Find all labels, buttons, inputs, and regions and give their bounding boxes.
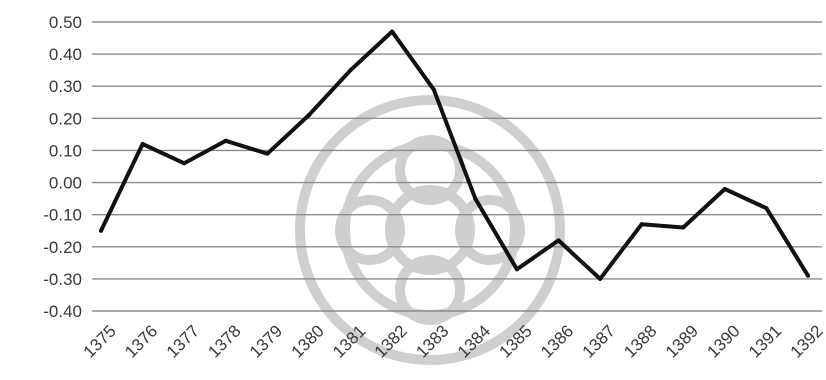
- data-point: [806, 273, 810, 278]
- x-tick-label: 1380: [288, 321, 328, 361]
- x-tick-label: 1387: [579, 321, 619, 361]
- y-tick-label: -0.40: [43, 302, 82, 321]
- series-line: [99, 29, 810, 281]
- x-tick-label: 1377: [163, 321, 203, 361]
- data-point: [431, 87, 436, 92]
- data-point: [140, 142, 145, 147]
- x-tick-label: 1375: [80, 321, 120, 361]
- x-tick-label: 1385: [496, 321, 536, 361]
- data-point: [265, 151, 270, 156]
- y-axis-tick-labels: 0.50 0.40 0.30 0.20 0.10 0.00 -0.10 -0.20 -0.30 -…: [43, 13, 82, 321]
- data-point: [639, 222, 644, 227]
- background-watermark-emblem: [295, 95, 565, 365]
- data-point: [556, 238, 561, 243]
- data-point: [306, 113, 311, 118]
- data-point: [681, 225, 686, 230]
- data-point: [390, 29, 395, 34]
- x-tick-label: 1390: [703, 321, 743, 361]
- y-tick-label: 0.50: [49, 13, 82, 32]
- data-point: [514, 267, 519, 272]
- x-tick-label: 1379: [246, 321, 286, 361]
- x-tick-label: 1376: [121, 321, 161, 361]
- x-tick-label: 1391: [745, 321, 785, 361]
- y-tick-label: -0.10: [43, 206, 82, 225]
- data-point: [598, 276, 603, 281]
- x-tick-label: 1388: [620, 321, 660, 361]
- y-tick-label: -0.20: [43, 238, 82, 257]
- y-tick-label: 0.00: [49, 174, 82, 193]
- y-tick-label: 0.10: [49, 141, 82, 160]
- data-point: [99, 228, 103, 233]
- series-layer: [99, 29, 810, 281]
- x-tick-label: 1389: [662, 321, 702, 361]
- data-point: [722, 186, 727, 191]
- data-point: [182, 161, 187, 166]
- y-tick-label: 0.40: [49, 45, 82, 64]
- y-tick-label: 0.30: [49, 77, 82, 96]
- x-tick-label: 1378: [204, 321, 244, 361]
- data-point: [223, 138, 228, 143]
- x-tick-label: 1386: [537, 321, 577, 361]
- data-point: [348, 68, 353, 73]
- y-tick-label: -0.30: [43, 270, 82, 289]
- y-tick-label: 0.20: [49, 109, 82, 128]
- data-point: [473, 196, 478, 201]
- x-tick-label: 1392: [787, 321, 826, 361]
- data-point: [764, 206, 769, 211]
